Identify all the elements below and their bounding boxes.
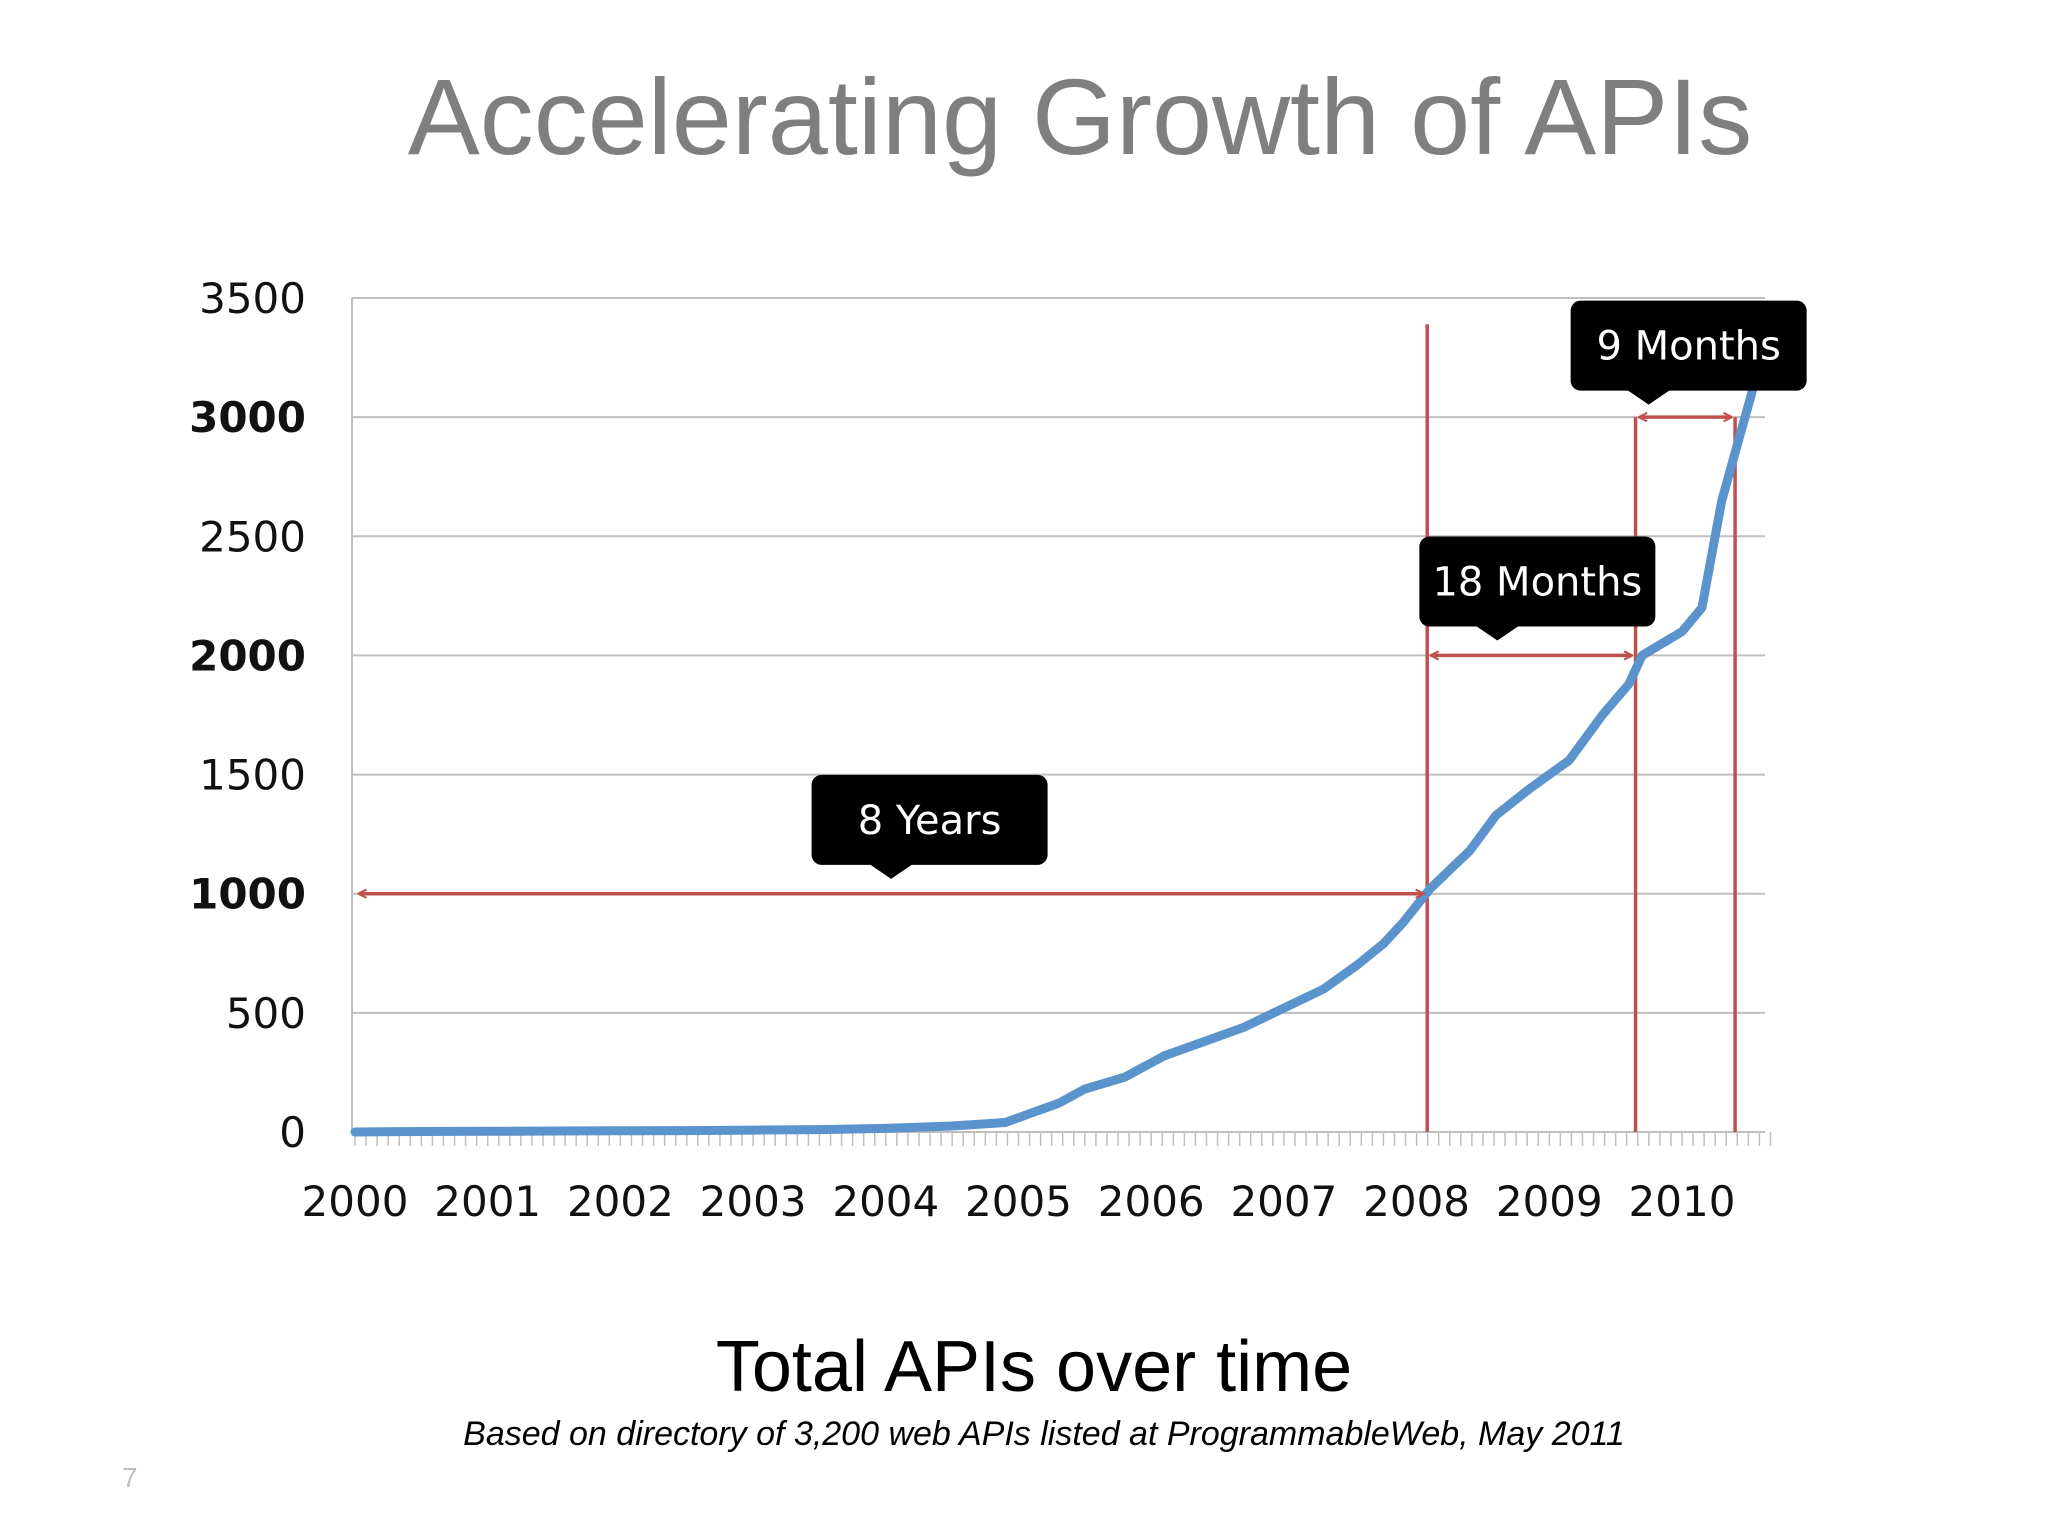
x-tick-label: 2005 bbox=[965, 1177, 1072, 1226]
callout-box bbox=[811, 774, 1048, 865]
interval-markers bbox=[1425, 324, 1737, 1132]
slide-title: Accelerating Growth of APIs bbox=[407, 56, 1753, 177]
callout-box bbox=[1419, 536, 1656, 627]
callout-label: 9 Months bbox=[1596, 324, 1780, 370]
x-tick-label: 2004 bbox=[832, 1177, 939, 1226]
chart-caption: Total APIs over time bbox=[715, 1327, 1353, 1407]
callout-pointer bbox=[869, 863, 914, 879]
x-tick-label: 2003 bbox=[700, 1177, 807, 1226]
y-tick-label: 0 bbox=[279, 1108, 306, 1157]
x-tick-label: 2006 bbox=[1098, 1177, 1205, 1226]
callout-pointer bbox=[1475, 625, 1520, 641]
y-tick-label: 1000 bbox=[189, 870, 306, 919]
x-tick-label: 2002 bbox=[567, 1177, 674, 1226]
chart-source: Based on directory of 3,200 web APIs lis… bbox=[463, 1415, 1625, 1453]
callouts: 8 Years 18 Months 9 Months bbox=[811, 300, 1807, 879]
api-growth-chart: 0 500 1000 1500 2000 2500 3000 3500 2000 2001 2002… bbox=[189, 274, 1807, 1226]
x-tick-label: 2009 bbox=[1496, 1177, 1603, 1226]
series bbox=[350, 376, 1760, 1137]
callout-pointer bbox=[1626, 389, 1671, 405]
y-tick-label: 500 bbox=[226, 989, 306, 1038]
callout: 8 Years bbox=[811, 774, 1048, 879]
x-tick-label: 2008 bbox=[1363, 1177, 1470, 1226]
axes: 0 500 1000 1500 2000 2500 3000 3500 2000 2001 2002… bbox=[189, 274, 1772, 1226]
x-tick-label: 2010 bbox=[1629, 1177, 1736, 1226]
y-tick-label: 2500 bbox=[199, 512, 306, 561]
y-tick-label: 3500 bbox=[199, 274, 306, 323]
y-tick-label: 3000 bbox=[189, 393, 306, 442]
x-tick-label: 2007 bbox=[1230, 1177, 1337, 1226]
callout-label: 18 Months bbox=[1432, 560, 1642, 606]
callout-box bbox=[1570, 300, 1807, 391]
series-line bbox=[350, 376, 1760, 1137]
x-tick-label: 2000 bbox=[302, 1177, 409, 1226]
interval-arrows bbox=[359, 417, 1731, 894]
x-tick-label: 2001 bbox=[434, 1177, 541, 1226]
callout: 18 Months bbox=[1419, 536, 1656, 641]
y-tick-label: 1500 bbox=[199, 751, 306, 800]
slide-number: 7 bbox=[122, 1462, 138, 1493]
callout: 9 Months bbox=[1570, 300, 1807, 405]
y-tick-label: 2000 bbox=[189, 631, 306, 680]
callout-label: 8 Years bbox=[858, 798, 1002, 844]
